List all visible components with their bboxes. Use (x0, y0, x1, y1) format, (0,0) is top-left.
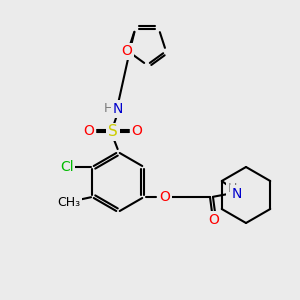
Text: O: O (84, 124, 94, 138)
Text: Cl: Cl (60, 160, 74, 174)
Text: N: N (113, 102, 123, 116)
Text: N: N (232, 187, 242, 201)
Text: O: O (208, 213, 219, 227)
Text: S: S (108, 124, 118, 140)
Text: O: O (160, 190, 170, 204)
Text: H: H (227, 182, 237, 196)
Text: O: O (122, 44, 132, 58)
Text: H: H (103, 103, 113, 116)
Text: O: O (132, 124, 142, 138)
Text: CH₃: CH₃ (58, 196, 81, 208)
